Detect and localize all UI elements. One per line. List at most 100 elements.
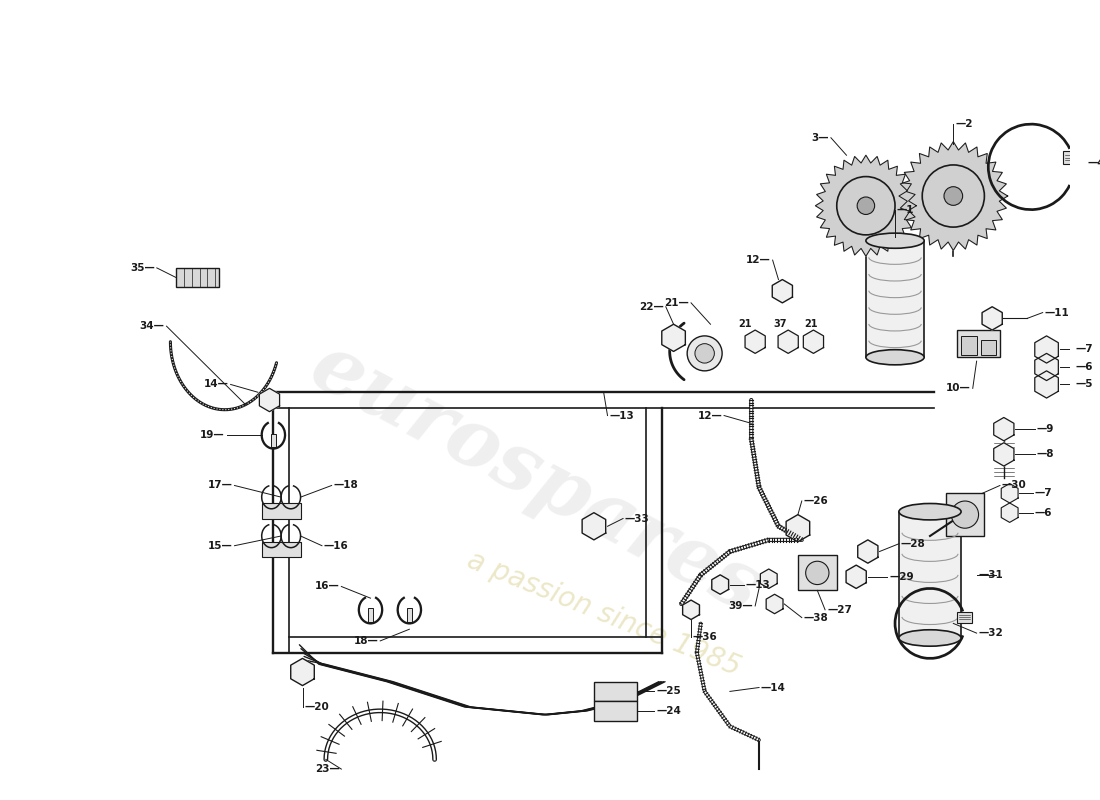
Text: —28: —28 [901,538,925,549]
Text: —5: —5 [1076,379,1093,390]
Text: —11: —11 [1045,307,1069,318]
Text: 3—: 3— [812,133,829,142]
Polygon shape [1001,483,1019,503]
Polygon shape [778,330,799,354]
Polygon shape [772,279,792,303]
Polygon shape [260,388,279,412]
Bar [1063,151,1082,164]
Text: 39—: 39— [728,601,754,611]
Text: 16—: 16— [315,582,340,591]
Text: 10—: 10— [946,383,971,394]
Text: a passion since 1985: a passion since 1985 [463,546,745,682]
Polygon shape [993,442,1014,466]
Circle shape [837,177,895,235]
Text: —29: —29 [889,572,914,582]
Text: 22—: 22— [639,302,664,312]
Text: eurospares: eurospares [297,326,774,629]
Polygon shape [803,330,824,354]
Polygon shape [858,540,878,563]
Text: —8: —8 [1037,450,1055,459]
Polygon shape [1001,503,1019,522]
Polygon shape [582,513,606,540]
Polygon shape [1035,371,1058,398]
Text: 21—: 21— [664,298,689,308]
Text: —32: —32 [979,628,1003,638]
Polygon shape [745,330,766,354]
Text: —33: —33 [625,514,650,523]
Text: —4: —4 [1088,158,1100,168]
Ellipse shape [899,503,961,520]
Polygon shape [993,418,1014,441]
Text: 12—: 12— [697,410,722,421]
Text: —27: —27 [827,605,851,615]
Text: 23—: 23— [315,764,340,774]
Polygon shape [899,142,1008,250]
Text: —25: —25 [656,686,681,697]
Circle shape [695,344,714,363]
Text: —26: —26 [804,496,828,506]
Bar [946,494,984,536]
Polygon shape [1035,336,1058,363]
Text: —24: —24 [656,706,681,716]
Bar [798,555,837,590]
Polygon shape [767,594,783,614]
Bar [176,268,219,287]
Bar [957,330,1000,358]
Text: 18—: 18— [353,636,378,646]
Text: 37: 37 [773,319,788,330]
Polygon shape [760,569,778,589]
Text: —7: —7 [1076,345,1093,354]
Ellipse shape [866,233,924,248]
Text: 21: 21 [805,319,818,330]
Circle shape [952,501,979,528]
Bar [262,542,300,558]
Circle shape [857,197,874,214]
Text: —38: —38 [804,613,828,622]
Text: 35—: 35— [130,263,155,273]
Text: —18: —18 [333,481,359,490]
Text: 12—: 12— [746,255,771,265]
Text: —7: —7 [1035,488,1053,498]
Text: —6: —6 [1076,362,1093,372]
Text: —14: —14 [761,682,785,693]
Text: 15—: 15— [208,541,232,550]
Polygon shape [712,575,728,594]
Bar [594,701,637,721]
Polygon shape [290,658,315,686]
Bar [368,609,373,622]
Text: —13: —13 [746,579,770,590]
Text: —6: —6 [1035,508,1053,518]
Ellipse shape [866,350,924,365]
Circle shape [922,165,984,227]
Polygon shape [846,565,867,589]
Polygon shape [786,514,810,542]
Bar [271,434,276,447]
Polygon shape [982,306,1002,330]
Text: —9: —9 [1037,424,1054,434]
Polygon shape [815,155,916,256]
Bar [262,503,300,518]
Bar [957,612,972,622]
Circle shape [944,186,962,206]
Text: —30: —30 [1002,481,1026,490]
Text: —16: —16 [323,541,349,550]
Polygon shape [662,324,685,351]
Text: —20: —20 [305,702,329,712]
Text: 34—: 34— [140,321,165,331]
Circle shape [688,336,722,371]
Text: —36: —36 [693,632,717,642]
Text: 14—: 14— [204,379,229,390]
Text: 19—: 19— [200,430,224,440]
Bar [594,682,637,701]
Text: —2: —2 [955,119,972,129]
Bar [866,241,924,358]
Bar [961,336,977,355]
Bar [980,340,997,355]
Bar [899,512,961,638]
Bar [407,609,411,622]
Text: 17—: 17— [208,481,232,490]
Text: 21: 21 [739,319,752,330]
Text: —13: —13 [609,410,635,421]
Text: —1: —1 [896,205,914,214]
Ellipse shape [899,630,961,646]
